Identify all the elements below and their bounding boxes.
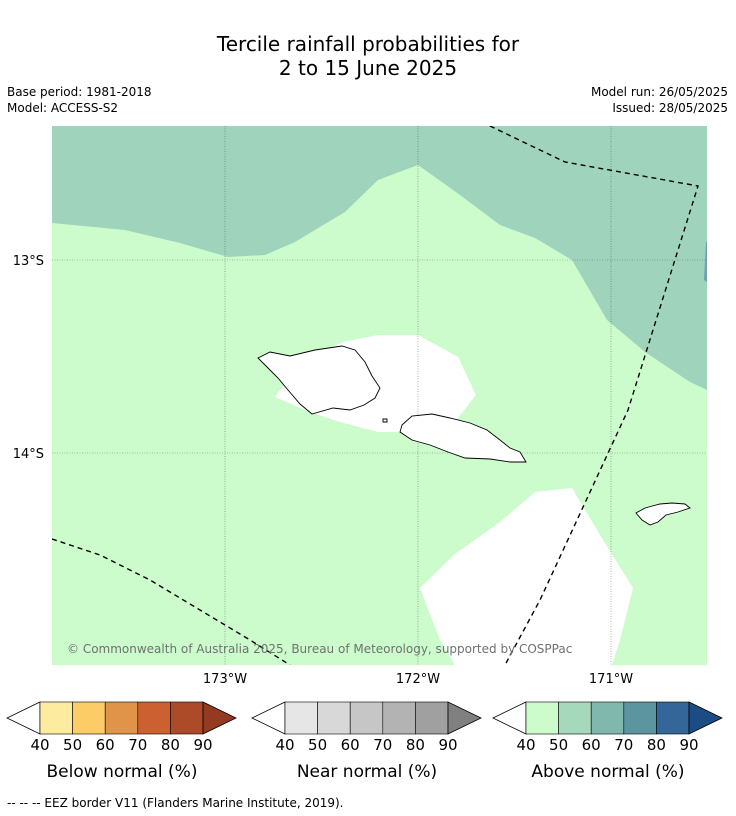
colorbar-below-swatch bbox=[72, 701, 106, 735]
lon-label-172w: 172°W bbox=[396, 672, 440, 687]
colorbar-below-tick: 70 bbox=[128, 736, 148, 754]
colorbar-below-swatch bbox=[39, 701, 73, 735]
colorbar-above-tick: 50 bbox=[549, 736, 569, 754]
colorbar-below-label: Below normal (%) bbox=[46, 762, 198, 782]
probability-region-50-60 bbox=[52, 126, 707, 390]
colorbar-near-ticks: 40 50 60 70 80 90 bbox=[251, 736, 483, 756]
colorbar-near-swatch bbox=[284, 701, 318, 735]
colorbar-above-tick: 90 bbox=[679, 736, 699, 754]
colorbar-near-max bbox=[447, 701, 482, 735]
colorbar-near-tick: 70 bbox=[373, 736, 393, 754]
colorbar-below-swatches bbox=[39, 701, 204, 735]
colorbar-near-tick: 60 bbox=[340, 736, 360, 754]
lat-label-13s: 13°S bbox=[13, 254, 44, 269]
colorbar-below-tick: 40 bbox=[30, 736, 50, 754]
eez-border-north bbox=[489, 126, 699, 665]
colorbar-above-swatch bbox=[590, 701, 625, 735]
colorbar-near-swatch bbox=[382, 701, 416, 735]
copyright-notice: © Commonwealth of Australia 2025, Bureau… bbox=[67, 642, 572, 656]
colorbar-above-swatch bbox=[525, 701, 559, 735]
colorbar-near-tick: 40 bbox=[275, 736, 295, 754]
colorbar-below bbox=[6, 701, 237, 735]
colorbar-above-swatch bbox=[558, 701, 592, 735]
colorbar-near-label: Near normal (%) bbox=[296, 762, 438, 782]
colorbar-above-ticks: 40 50 60 70 80 90 bbox=[492, 736, 724, 756]
colorbar-near-swatches bbox=[284, 701, 449, 735]
colorbar-near-tick: 90 bbox=[438, 736, 458, 754]
chart-title-line2: 2 to 15 June 2025 bbox=[278, 56, 458, 80]
colorbar-below-tick: 80 bbox=[160, 736, 180, 754]
manono-island bbox=[382, 418, 388, 423]
colorbar-below-tick: 60 bbox=[95, 736, 115, 754]
model-name: Model: ACCESS-S2 bbox=[7, 101, 119, 115]
base-period: Base period: 1981-2018 bbox=[7, 85, 152, 99]
colorbar-above-label: Above normal (%) bbox=[531, 762, 685, 782]
colorbar-below-swatch bbox=[104, 701, 139, 735]
lon-label-173w: 173°W bbox=[203, 672, 247, 687]
tutuila-island bbox=[635, 502, 691, 526]
colorbar-below-tick: 50 bbox=[63, 736, 83, 754]
colorbar-above-swatches bbox=[525, 701, 690, 735]
colorbar-below-tick: 90 bbox=[193, 736, 213, 754]
upolu-island bbox=[399, 413, 527, 463]
colorbar-near-tick: 50 bbox=[308, 736, 328, 754]
colorbar-below-swatch bbox=[137, 701, 171, 735]
colorbar-above-tick: 40 bbox=[516, 736, 536, 754]
colorbar-below-max bbox=[202, 701, 237, 735]
colorbar-below-swatch bbox=[170, 701, 204, 735]
colorbar-above-swatch bbox=[656, 701, 690, 735]
colorbar-near-swatch bbox=[349, 701, 384, 735]
colorbar-near bbox=[251, 701, 482, 735]
colorbar-near-tick: 80 bbox=[405, 736, 425, 754]
colorbar-near-swatch bbox=[317, 701, 351, 735]
colorbar-above-tick: 70 bbox=[614, 736, 634, 754]
issued-date: Issued: 28/05/2025 bbox=[612, 101, 728, 115]
savaii-island bbox=[257, 345, 381, 415]
forecast-map: © Commonwealth of Australia 2025, Bureau… bbox=[13, 126, 707, 687]
colorbar-above-max bbox=[688, 701, 723, 735]
eez-footnote: -- -- -- EEZ border V11 (Flanders Marine… bbox=[7, 796, 344, 810]
probability-region-60-70 bbox=[704, 242, 707, 282]
lon-label-171w: 171°W bbox=[589, 672, 633, 687]
colorbar-above-tick: 80 bbox=[646, 736, 666, 754]
lat-label-14s: 14°S bbox=[13, 447, 44, 462]
colorbar-above-tick: 60 bbox=[581, 736, 601, 754]
colorbar-above-swatch bbox=[623, 701, 657, 735]
chart-title-line1: Tercile rainfall probabilities for bbox=[216, 32, 520, 56]
eez-border-south bbox=[52, 538, 291, 665]
colorbar-above bbox=[492, 701, 723, 735]
model-run: Model run: 26/05/2025 bbox=[590, 85, 728, 99]
colorbar-below-ticks: 40 50 60 70 80 90 bbox=[6, 736, 238, 756]
colorbar-near-swatch bbox=[415, 701, 449, 735]
no-signal-region-lower bbox=[420, 488, 633, 665]
